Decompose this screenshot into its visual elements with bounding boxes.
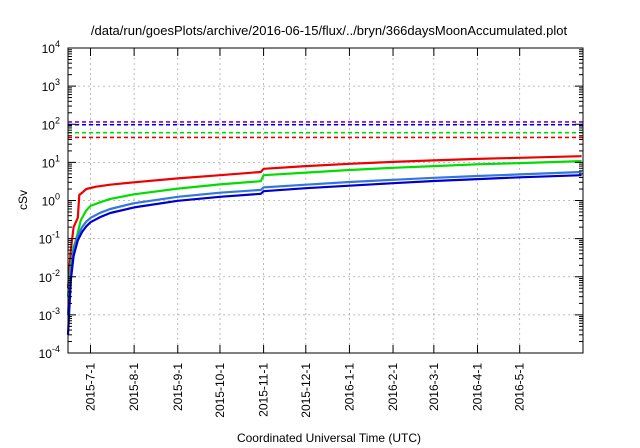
x-tick-label: 2015-8-1: [127, 363, 141, 411]
y-tick-label: 10-1: [39, 230, 60, 247]
x-tick-label: 2015-11-1: [257, 363, 271, 417]
series-line: [66, 160, 582, 297]
y-axis-label: cSv: [16, 190, 30, 210]
x-tick-label: 2016-4-1: [470, 363, 484, 411]
y-tick-label: 101: [42, 153, 60, 170]
y-tick-label: 10-4: [39, 344, 60, 361]
ticks: [68, 47, 583, 354]
y-tick-label: 102: [42, 115, 60, 132]
x-tick-label: 2016-2-1: [386, 363, 400, 411]
x-axis-label: Coordinated Universal Time (UTC): [237, 431, 421, 445]
x-tick-label: 2015-7-1: [84, 363, 98, 411]
x-tick-label: 2016-5-1: [513, 363, 527, 411]
x-tick-label: 2015-10-1: [213, 363, 227, 418]
y-tick-label: 10-2: [39, 268, 60, 285]
series-lines: [66, 155, 582, 335]
threshold-lines: [68, 121, 583, 139]
chart-title: /data/run/goesPlots/archive/2016-06-15/f…: [91, 23, 568, 38]
series-line: [66, 170, 582, 315]
x-tick-label: 2015-9-1: [171, 363, 185, 411]
series-line: [66, 174, 582, 335]
y-tick-label: 100: [42, 192, 60, 209]
x-tick-labels: 2015-7-1 2015-8-1 2015-9-1 2015-10-1 2015-11…: [84, 363, 527, 418]
series-line: [66, 155, 582, 289]
y-tick-labels: 10-4 10-3 10-2 10-1 100 101 102 103 104: [39, 39, 60, 361]
y-tick-label: 103: [42, 77, 60, 94]
x-tick-label: 2016-3-1: [427, 363, 441, 411]
x-tick-label: 2016-1-1: [342, 363, 356, 411]
y-tick-label: 10-3: [39, 306, 60, 323]
x-tick-label: 2015-12-1: [299, 363, 313, 418]
y-tick-label: 104: [42, 39, 60, 56]
